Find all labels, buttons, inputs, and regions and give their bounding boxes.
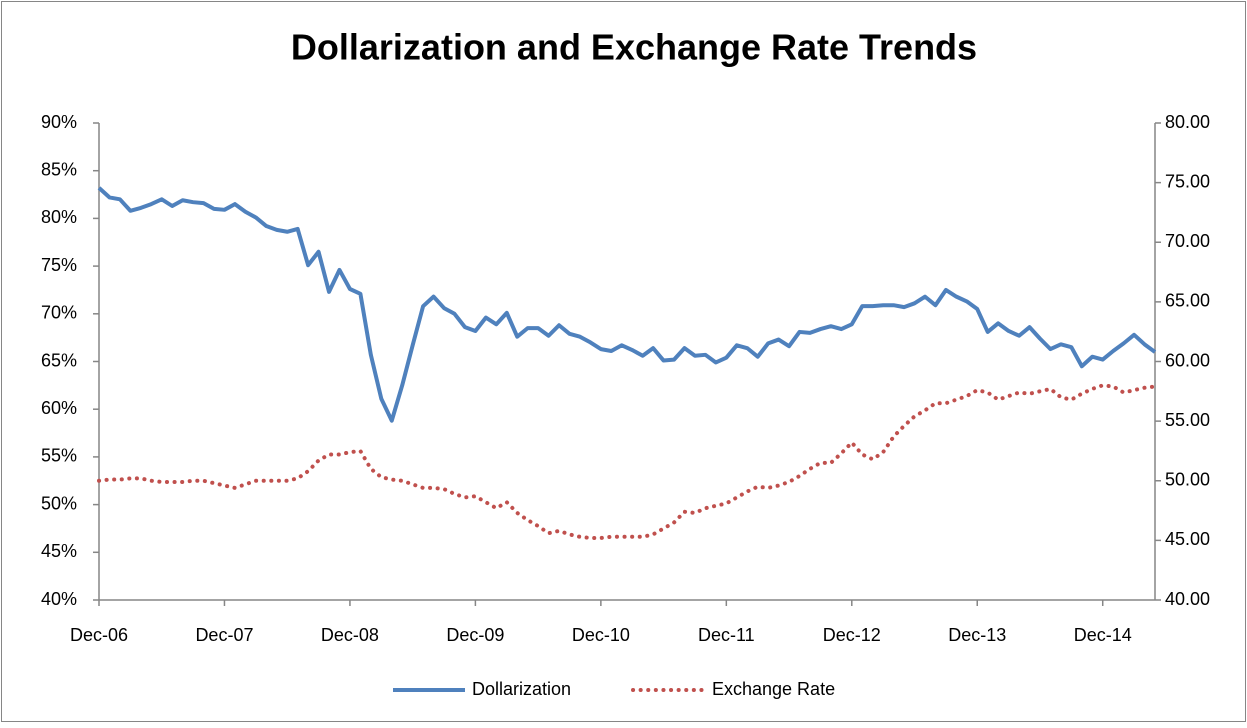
y-tick-label: 40% bbox=[41, 589, 77, 609]
x-tick-label: Dec-13 bbox=[948, 625, 1006, 645]
x-tick-label: Dec-09 bbox=[446, 625, 504, 645]
y-tick-label: 90% bbox=[41, 112, 77, 132]
x-tick-label: Dec-10 bbox=[572, 625, 630, 645]
y-tick-label: 75% bbox=[41, 255, 77, 275]
y-tick-label: 60% bbox=[41, 398, 77, 418]
y2-tick-label: 60.00 bbox=[1165, 350, 1210, 370]
y-tick-label: 70% bbox=[41, 303, 77, 323]
legend-label: Exchange Rate bbox=[712, 679, 835, 699]
y2-tick-label: 50.00 bbox=[1165, 470, 1210, 490]
legend-label: Dollarization bbox=[472, 679, 571, 699]
x-tick-label: Dec-08 bbox=[321, 625, 379, 645]
series-line bbox=[97, 186, 1157, 423]
y-tick-label: 65% bbox=[41, 350, 77, 370]
y-tick-label: 50% bbox=[41, 493, 77, 513]
y2-tick-label: 80.00 bbox=[1165, 112, 1210, 132]
y-tick-label: 85% bbox=[41, 159, 77, 179]
x-tick-label: Dec-07 bbox=[195, 625, 253, 645]
y2-tick-label: 70.00 bbox=[1165, 231, 1210, 251]
y2-tick-label: 40.00 bbox=[1165, 589, 1210, 609]
x-tick-label: Dec-06 bbox=[70, 625, 128, 645]
x-tick-label: Dec-14 bbox=[1074, 625, 1132, 645]
y2-tick-label: 75.00 bbox=[1165, 171, 1210, 191]
x-tick-label: Dec-12 bbox=[823, 625, 881, 645]
x-tick-label: Dec-11 bbox=[698, 625, 755, 645]
chart-title: Dollarization and Exchange Rate Trends bbox=[291, 27, 977, 68]
y2-tick-label: 55.00 bbox=[1165, 410, 1210, 430]
y-tick-label: 80% bbox=[41, 207, 77, 227]
y2-tick-label: 65.00 bbox=[1165, 291, 1210, 311]
y2-tick-label: 45.00 bbox=[1165, 529, 1210, 549]
y-tick-label: 45% bbox=[41, 541, 77, 561]
y-tick-label: 55% bbox=[41, 446, 77, 466]
